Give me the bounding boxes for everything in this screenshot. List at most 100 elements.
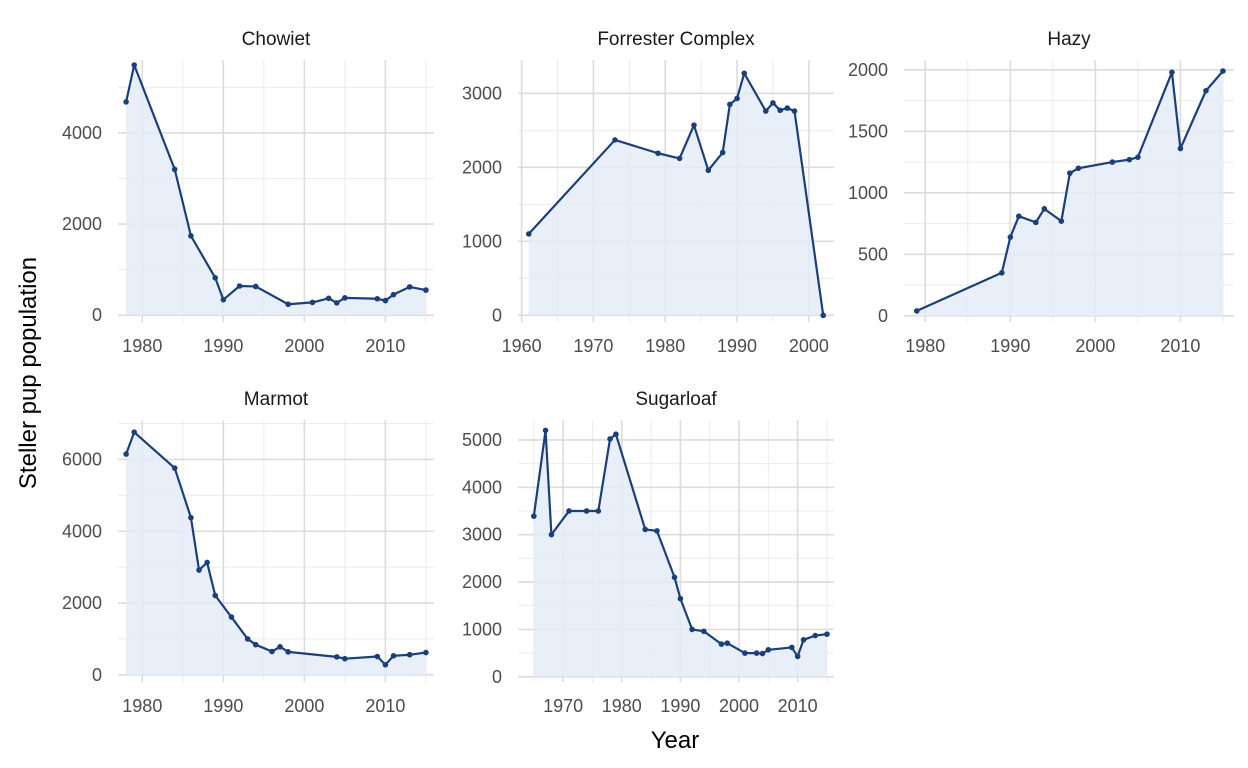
y-tick-label: 2000: [462, 572, 502, 592]
x-tick-label: 1980: [905, 336, 945, 356]
data-point: [285, 649, 291, 655]
data-point: [285, 301, 291, 308]
data-point: [676, 155, 683, 162]
data-point: [1016, 213, 1022, 220]
data-point: [244, 636, 251, 642]
y-tick-label: 0: [92, 305, 102, 325]
data-point: [642, 526, 649, 533]
data-point: [1067, 170, 1073, 176]
data-point: [913, 308, 920, 314]
data-point: [753, 650, 760, 656]
x-tick-label: 1970: [543, 696, 583, 716]
data-point: [188, 514, 194, 521]
y-tick-label: 0: [878, 306, 888, 326]
x-tick-label: 2000: [719, 696, 759, 716]
data-point: [788, 644, 795, 651]
data-point: [525, 231, 532, 237]
data-point: [583, 508, 590, 514]
y-tick-label: 5000: [462, 430, 502, 450]
data-point: [762, 108, 769, 114]
data-point: [784, 105, 791, 111]
y-tick-label: 1000: [462, 619, 502, 639]
data-point: [612, 137, 618, 143]
data-point: [309, 299, 316, 306]
data-point: [607, 436, 613, 442]
data-point: [171, 465, 178, 471]
area-fill-sugarloaf: [533, 430, 827, 677]
data-point: [406, 651, 413, 658]
data-point: [820, 312, 827, 319]
x-tick-label: 1980: [122, 696, 162, 716]
data-point: [1075, 165, 1082, 172]
y-tick-label: 3000: [462, 525, 502, 545]
data-point: [689, 626, 695, 633]
data-point: [212, 275, 219, 281]
y-tick-label: 2000: [462, 157, 502, 177]
series-line-forrester-complex: [527, 72, 825, 316]
facet-panels: 1980 1990 2000 2010 0 2000 4000 Chowiet 1960 1970…: [62, 29, 1234, 716]
data-point: [548, 531, 555, 538]
data-point: [220, 296, 227, 303]
data-point: [1033, 219, 1039, 226]
area-fill-marmot: [126, 432, 426, 675]
data-point: [390, 653, 397, 659]
y-tick-label: 1000: [462, 231, 502, 251]
data-point: [777, 107, 783, 114]
data-point: [701, 628, 707, 635]
data-point: [252, 641, 259, 648]
data-point: [131, 429, 138, 436]
data-point: [765, 646, 772, 653]
data-point: [812, 632, 819, 639]
data-point: [131, 62, 138, 68]
y-tick-label: 0: [492, 667, 502, 687]
data-point: [1041, 206, 1048, 212]
data-point: [342, 655, 348, 662]
data-point: [741, 70, 748, 77]
data-point: [1109, 159, 1116, 165]
data-point: [333, 300, 340, 306]
data-point: [566, 508, 572, 514]
x-tick-label: 2010: [1160, 336, 1200, 356]
y-tick-label: 2000: [848, 60, 888, 80]
data-point: [252, 283, 259, 290]
data-point: [382, 297, 389, 304]
series-line-hazy: [916, 70, 1224, 312]
data-point: [204, 559, 210, 566]
data-point: [325, 295, 332, 302]
x-tick-label: 1990: [203, 336, 243, 356]
y-tick-label: 6000: [62, 449, 102, 469]
data-point: [342, 295, 348, 301]
area-fill-chowiet: [126, 65, 426, 316]
x-tick-label: 1980: [122, 336, 162, 356]
data-point: [423, 649, 429, 656]
x-tick-label: 1980: [645, 336, 685, 356]
y-tick-label: 4000: [462, 477, 502, 497]
data-point: [1220, 68, 1226, 74]
data-point: [277, 644, 283, 650]
data-point: [269, 648, 275, 655]
data-point: [742, 650, 748, 656]
y-tick-label: 1500: [848, 121, 888, 141]
data-point: [677, 595, 684, 602]
data-point: [212, 592, 219, 599]
y-tick-label: 0: [492, 305, 502, 325]
y-tick-label: 2000: [62, 214, 102, 234]
x-tick-label: 1980: [602, 696, 642, 716]
x-tick-label: 2010: [365, 336, 405, 356]
data-point: [531, 513, 537, 519]
panel-sugarloaf: 1970 1980 1990 2000 2010 0 1000 2000 3000 4000 500…: [462, 389, 834, 716]
data-point: [671, 574, 678, 581]
x-tick-label: 1970: [573, 336, 613, 356]
data-point: [542, 427, 549, 434]
data-point: [724, 640, 731, 646]
panel-forrester-complex: 1960 1970 1980 1990 2000 0 1000 2000 3000 Forrest…: [462, 29, 834, 356]
data-point: [824, 631, 830, 637]
data-point: [236, 283, 243, 289]
data-point: [1203, 87, 1209, 94]
data-point: [382, 661, 389, 668]
data-point: [734, 95, 740, 102]
x-tick-label: 2000: [1075, 336, 1115, 356]
y-tick-label: 0: [92, 665, 102, 685]
x-tick-label: 2010: [778, 696, 818, 716]
panel-hazy: 1980 1990 2000 2010 0 500 1000 1500 2000 Hazy: [848, 29, 1234, 356]
